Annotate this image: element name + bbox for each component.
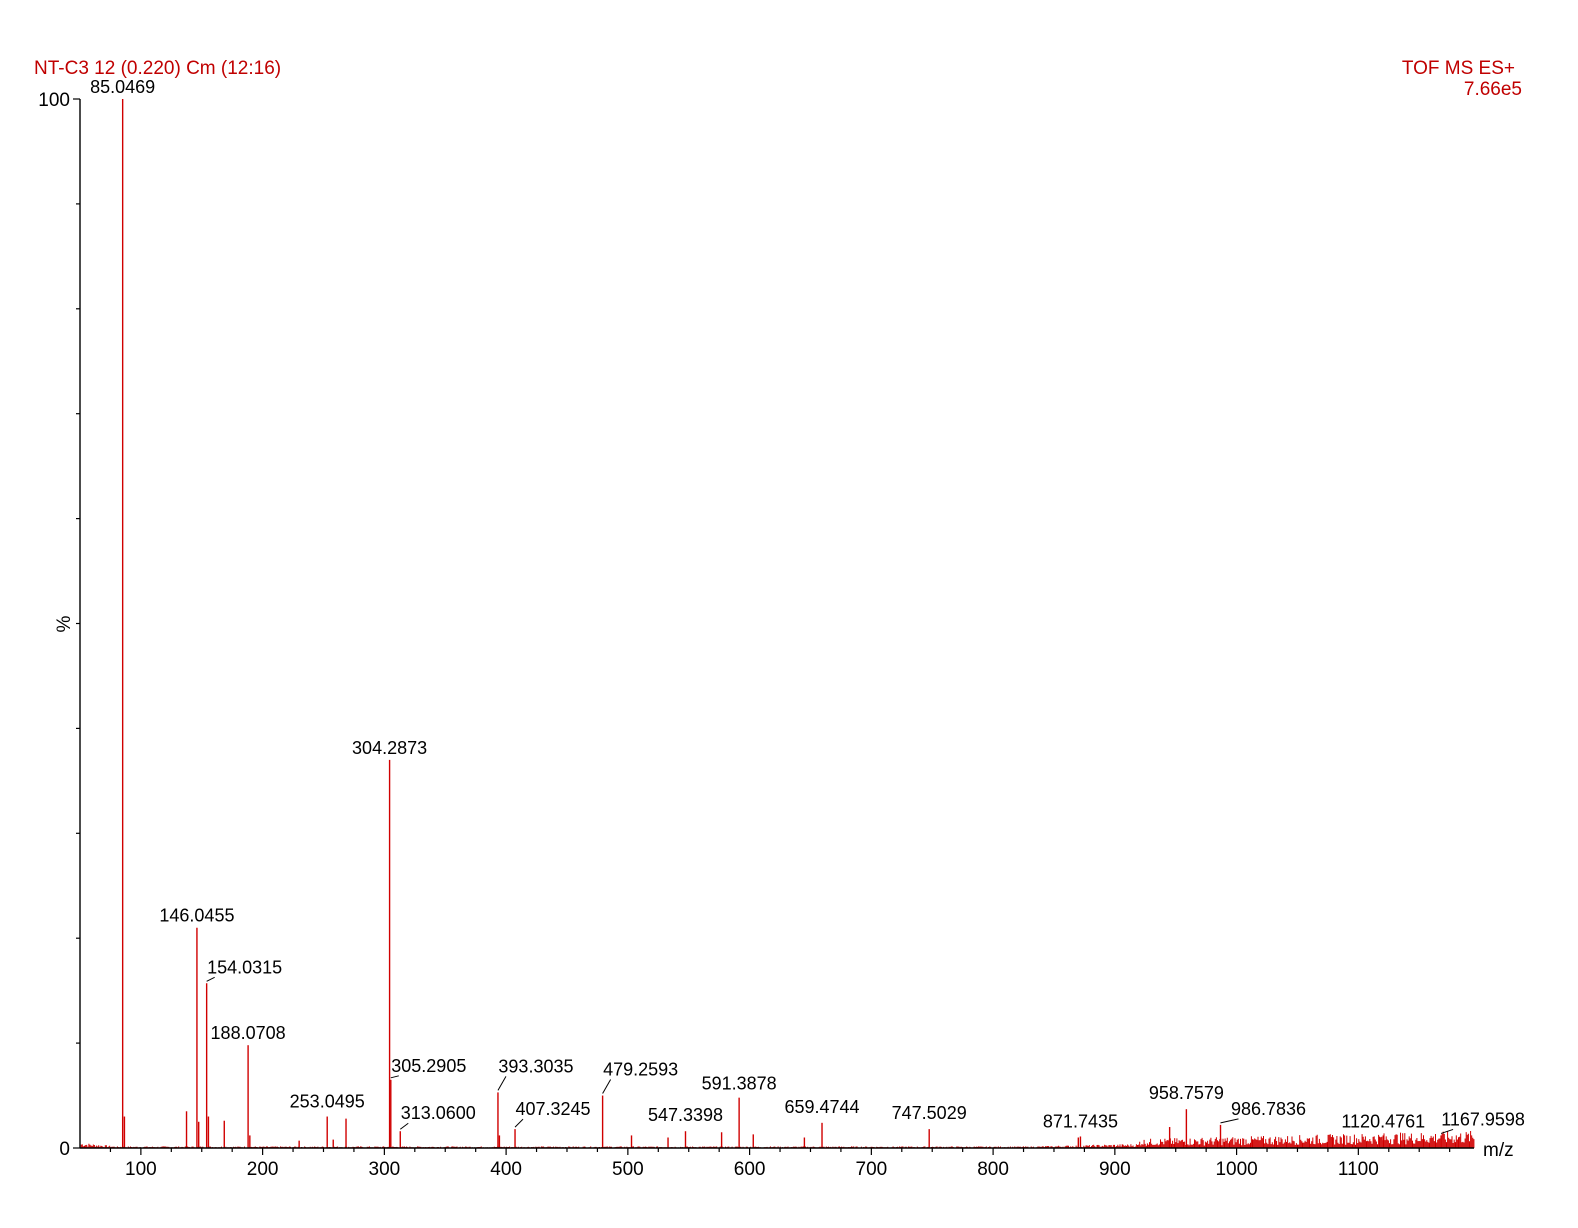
x-tick-label: 200 xyxy=(247,1159,279,1180)
x-tick-label: 700 xyxy=(856,1159,888,1180)
peak-label: 547.3398 xyxy=(648,1105,723,1125)
peak-label: 591.3878 xyxy=(702,1074,777,1094)
peak-label: 479.2593 xyxy=(603,1060,678,1080)
peak-label: 253.0495 xyxy=(290,1092,365,1112)
y-tick-label: 100 xyxy=(38,90,70,111)
y-tick-label: 0 xyxy=(59,1139,70,1160)
peak-label: 188.0708 xyxy=(211,1023,286,1043)
peak-label: 1120.4761 xyxy=(1341,1111,1425,1131)
peak-labels: 85.0469 146.0455 154.0315 188.0708 253.0495 3… xyxy=(90,77,1525,1134)
label-leader xyxy=(399,1122,409,1130)
peak-label: 871.7435 xyxy=(1043,1111,1118,1131)
peak-label: 304.2873 xyxy=(352,738,427,758)
peak-label: 305.2905 xyxy=(391,1056,466,1076)
x-tick-label: 400 xyxy=(490,1159,522,1180)
peak-label: 154.0315 xyxy=(207,957,282,977)
label-leader xyxy=(602,1079,612,1094)
x-tick-label: 300 xyxy=(369,1159,401,1180)
y-axis-label: % xyxy=(54,615,75,632)
x-axis-label: m/z xyxy=(1483,1140,1514,1161)
x-tick-label: 1000 xyxy=(1215,1159,1257,1180)
spectrum-peaks xyxy=(121,99,1442,1148)
x-tick-label: 800 xyxy=(977,1159,1009,1180)
peak-label: 986.7836 xyxy=(1231,1099,1306,1119)
sample-header: NT-C3 12 (0.220) Cm (12:16) xyxy=(34,58,281,79)
x-tick-label: 500 xyxy=(612,1159,644,1180)
peak-label: 407.3245 xyxy=(515,1099,590,1119)
x-tick-label: 600 xyxy=(734,1159,766,1180)
baseline-noise xyxy=(80,1131,1475,1148)
label-leader xyxy=(206,976,215,982)
peak-label: 958.7579 xyxy=(1149,1083,1224,1103)
axes: m/z % 100 200 300 400 500 600 700 800 900 1000 110… xyxy=(38,90,1513,1180)
label-leader xyxy=(1220,1118,1239,1124)
peak-label: 747.5029 xyxy=(892,1103,967,1123)
mode-header: TOF MS ES+ xyxy=(1402,58,1515,79)
noise-trace xyxy=(80,1131,1475,1148)
peak-label: 1167.9598 xyxy=(1441,1109,1525,1129)
label-leader xyxy=(1440,1128,1454,1134)
peak-label: 659.4744 xyxy=(784,1097,859,1117)
x-tick-label: 900 xyxy=(1099,1159,1131,1180)
peak-label: 85.0469 xyxy=(90,77,155,97)
peak-label: 393.3035 xyxy=(498,1056,573,1076)
peak-label: 313.0600 xyxy=(401,1103,476,1123)
peak-label: 146.0455 xyxy=(159,906,234,926)
label-leader xyxy=(390,1075,399,1079)
x-tick-label: 100 xyxy=(125,1159,157,1180)
label-leader xyxy=(514,1118,524,1128)
intensity-header: 7.66e5 xyxy=(1464,79,1522,100)
label-leader xyxy=(497,1076,507,1091)
x-tick-label: 1100 xyxy=(1338,1159,1379,1180)
